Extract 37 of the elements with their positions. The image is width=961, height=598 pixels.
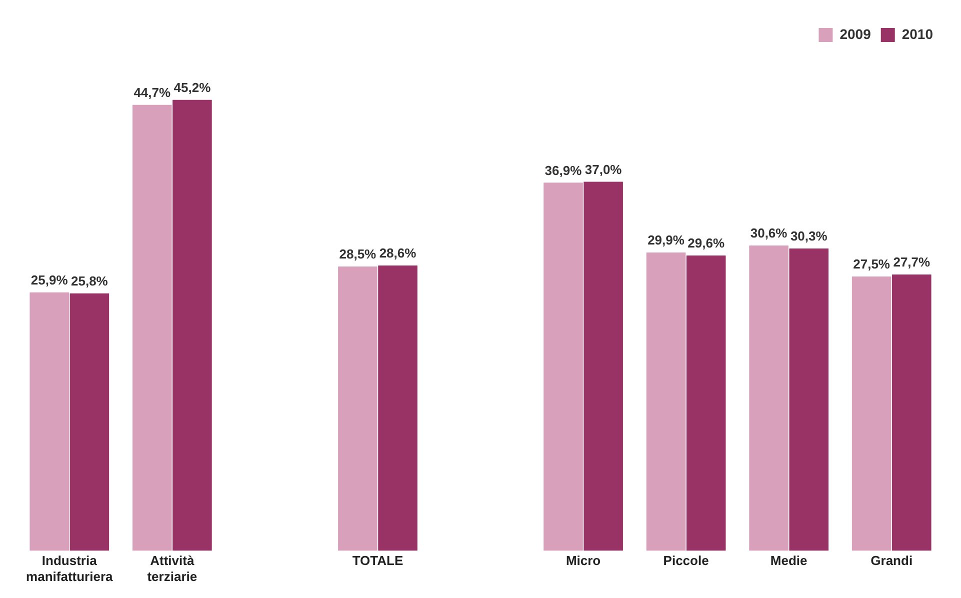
data-label: 44,7% (134, 84, 171, 100)
legend-label: 2010 (902, 26, 934, 42)
bar (132, 104, 172, 551)
data-label: 45,2% (174, 80, 212, 95)
data-label: 27,5% (853, 256, 890, 272)
bar (544, 182, 583, 551)
bar (172, 100, 212, 551)
data-label: 29,9% (648, 232, 685, 248)
data-label: 27,7% (893, 254, 931, 270)
x-tick-label: Micro (566, 553, 601, 568)
data-label: 25,9% (30, 272, 68, 288)
bar (852, 276, 892, 551)
x-tick-label: Attività terziarie (147, 553, 198, 584)
bar (338, 266, 378, 551)
data-label: 36,9% (544, 162, 582, 178)
bar (646, 252, 686, 551)
x-tick-label: Piccole (663, 553, 709, 568)
legend-label: 2009 (840, 26, 872, 42)
bar (70, 293, 110, 551)
data-label: 28,5% (339, 246, 377, 262)
data-label: 37,0% (584, 162, 622, 177)
bar (686, 256, 726, 551)
data-label: 25,8% (70, 273, 108, 288)
x-tick-label: Grandi (870, 553, 913, 568)
data-label: 28,6% (379, 246, 417, 261)
bar (892, 274, 932, 551)
x-tick-label: Medie (770, 553, 808, 568)
data-label: 30,6% (750, 226, 788, 241)
bar (30, 292, 69, 551)
x-tick-label: Industria manifatturiera (26, 553, 114, 584)
bar (749, 246, 788, 551)
bar (378, 265, 418, 551)
bar (789, 248, 829, 551)
data-label: 30,3% (790, 228, 828, 244)
bar (584, 182, 623, 551)
data-label: 29,6% (688, 236, 725, 251)
x-tick-label: TOTALE (352, 553, 404, 568)
